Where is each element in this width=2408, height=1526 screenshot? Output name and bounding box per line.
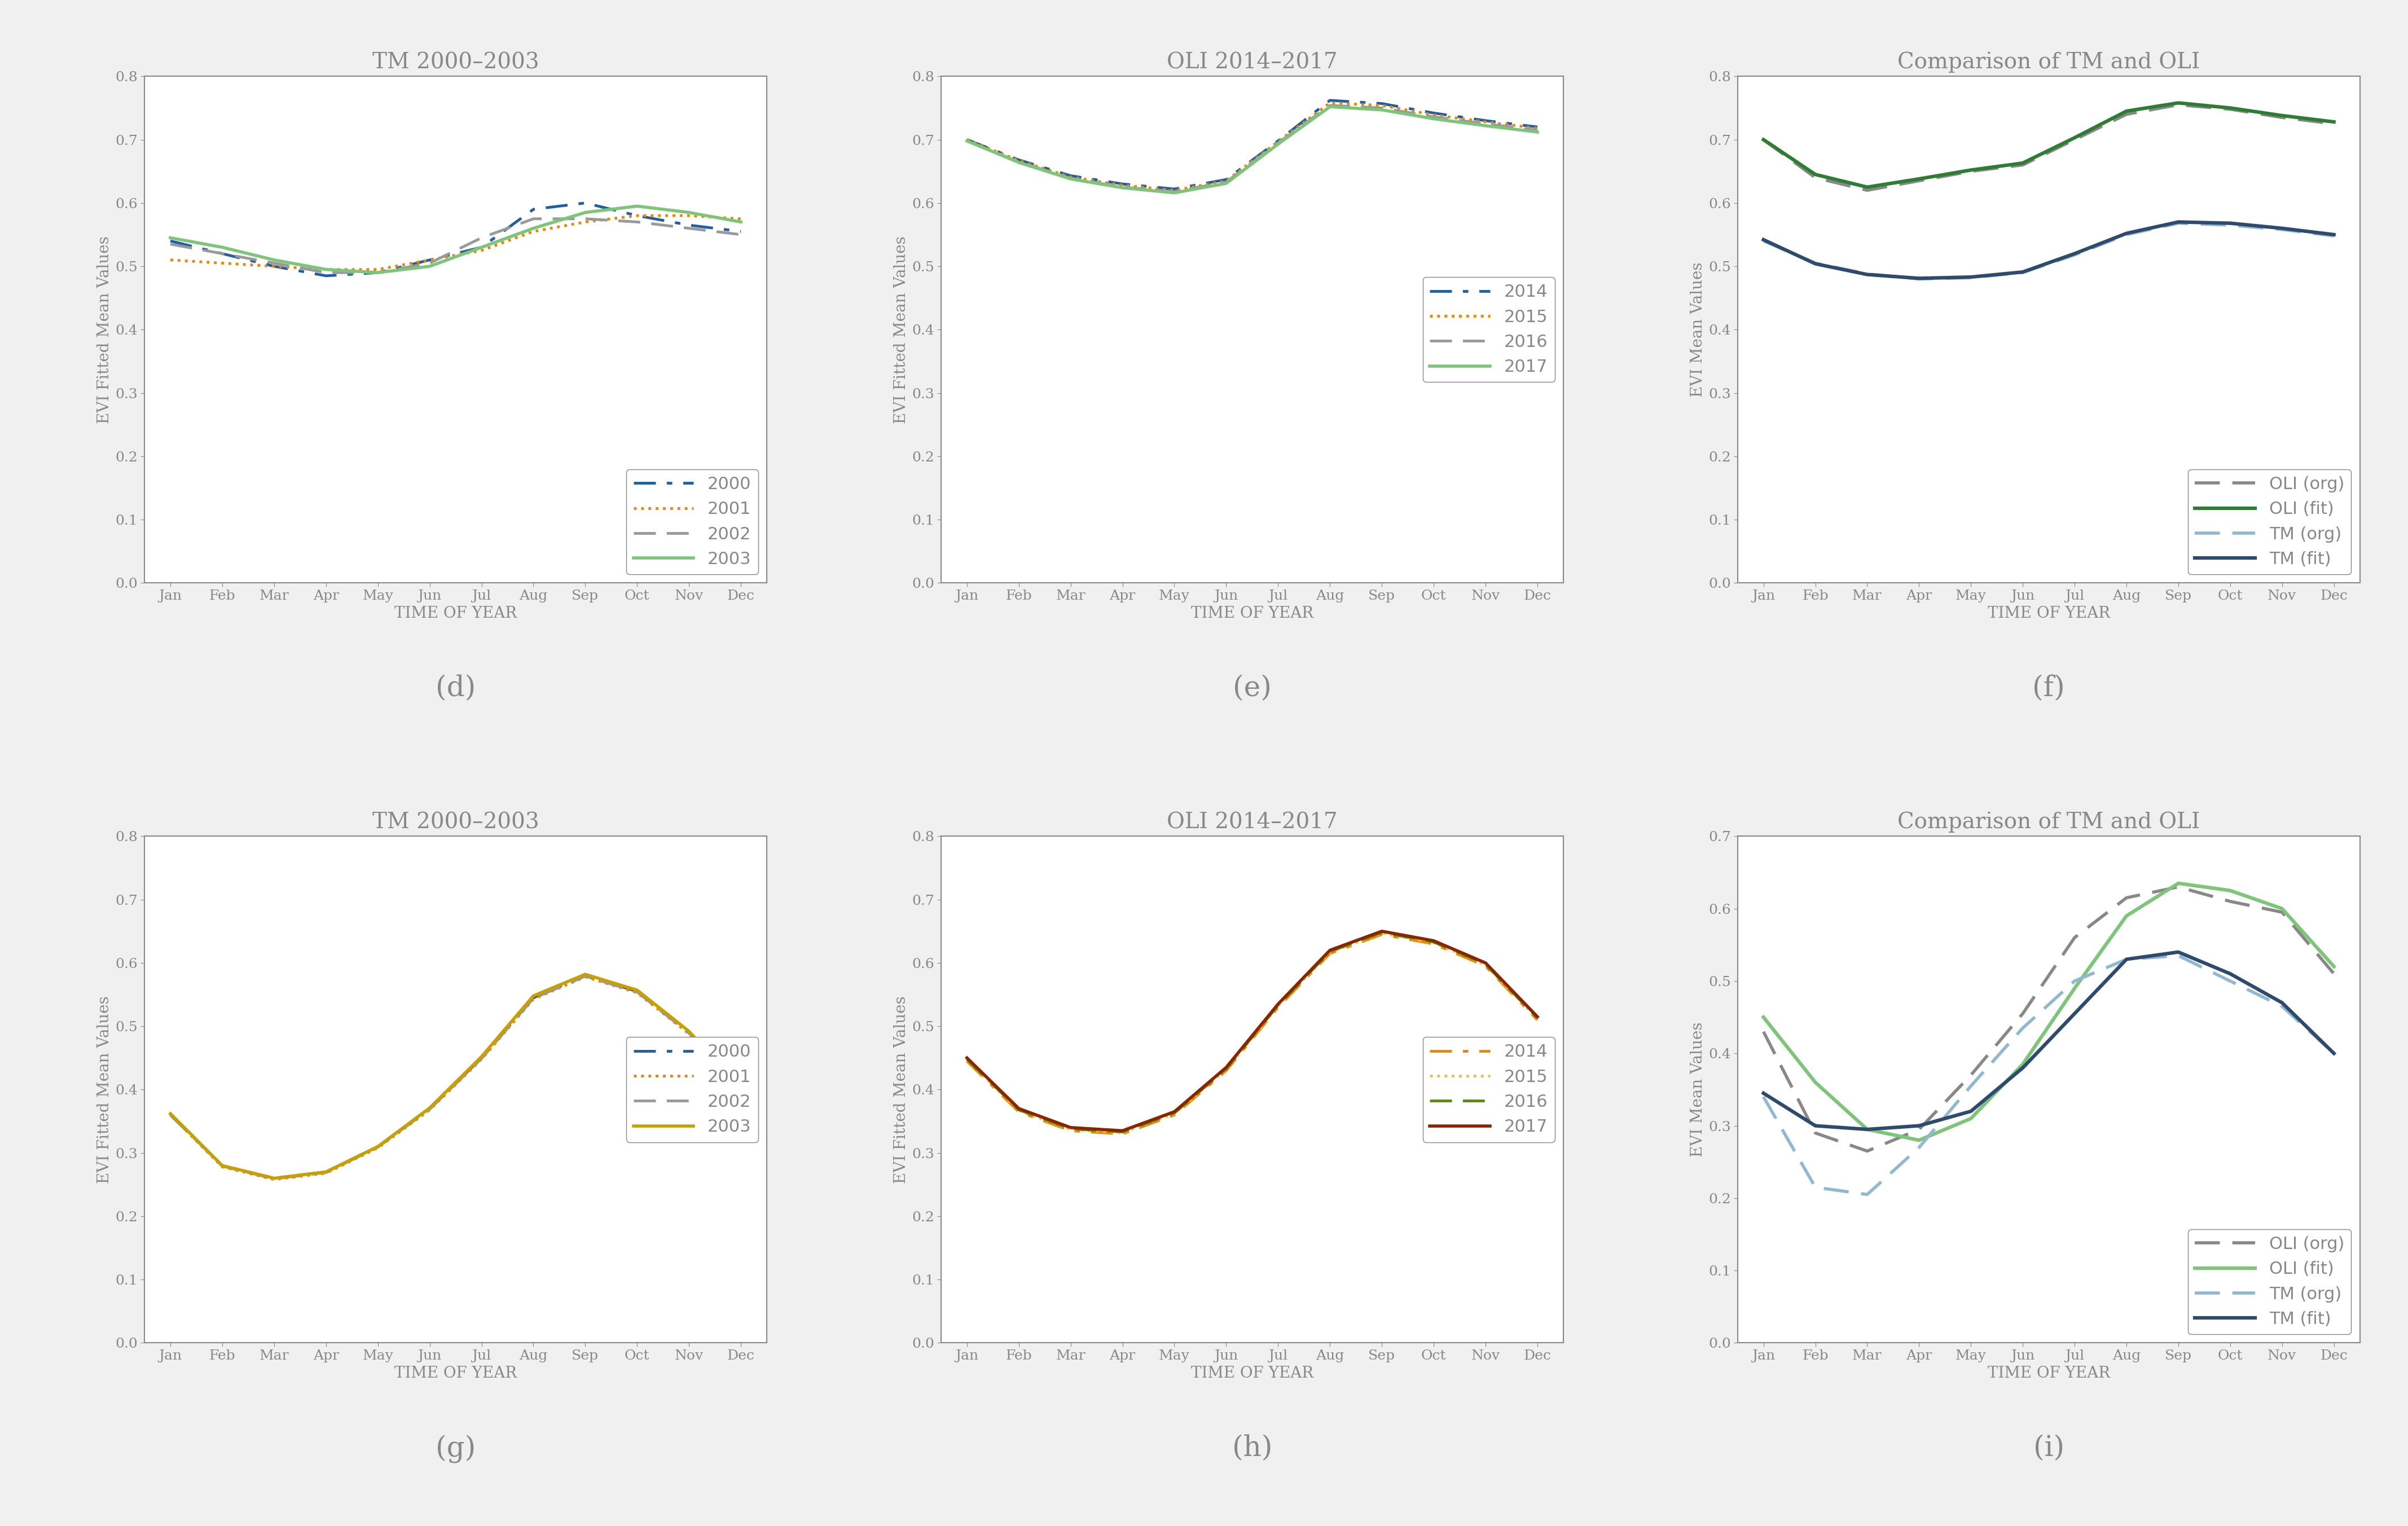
Text: (g): (g): [436, 1434, 477, 1462]
Y-axis label: EVI Mean Values: EVI Mean Values: [1690, 1022, 1705, 1157]
Y-axis label: EVI Mean Values: EVI Mean Values: [1690, 262, 1705, 397]
Legend: OLI (org), OLI (fit), TM (org), TM (fit): OLI (org), OLI (fit), TM (org), TM (fit): [2189, 1228, 2350, 1334]
Y-axis label: EVI Fitted Mean Values: EVI Fitted Mean Values: [96, 995, 113, 1184]
Legend: 2014, 2015, 2016, 2017: 2014, 2015, 2016, 2017: [1423, 278, 1556, 382]
X-axis label: TIME OF YEAR: TIME OF YEAR: [395, 1366, 518, 1381]
Title: TM 2000–2003: TM 2000–2003: [373, 52, 539, 73]
Y-axis label: EVI Fitted Mean Values: EVI Fitted Mean Values: [893, 235, 908, 424]
Title: Comparison of TM and OLI: Comparison of TM and OLI: [1898, 52, 2201, 73]
X-axis label: TIME OF YEAR: TIME OF YEAR: [1192, 1366, 1312, 1381]
Title: Comparison of TM and OLI: Comparison of TM and OLI: [1898, 812, 2201, 833]
Title: OLI 2014–2017: OLI 2014–2017: [1168, 812, 1336, 833]
Title: OLI 2014–2017: OLI 2014–2017: [1168, 52, 1336, 73]
X-axis label: TIME OF YEAR: TIME OF YEAR: [1987, 1366, 2109, 1381]
Y-axis label: EVI Fitted Mean Values: EVI Fitted Mean Values: [96, 235, 113, 424]
Y-axis label: EVI Fitted Mean Values: EVI Fitted Mean Values: [893, 995, 908, 1184]
Legend: OLI (org), OLI (fit), TM (org), TM (fit): OLI (org), OLI (fit), TM (org), TM (fit): [2189, 468, 2350, 574]
Text: (f): (f): [2032, 674, 2066, 702]
X-axis label: TIME OF YEAR: TIME OF YEAR: [395, 606, 518, 621]
Title: TM 2000–2003: TM 2000–2003: [373, 812, 539, 833]
Legend: 2000, 2001, 2002, 2003: 2000, 2001, 2002, 2003: [626, 1038, 759, 1141]
Text: (d): (d): [436, 674, 477, 702]
Legend: 2014, 2015, 2016, 2017: 2014, 2015, 2016, 2017: [1423, 1038, 1556, 1141]
Legend: 2000, 2001, 2002, 2003: 2000, 2001, 2002, 2003: [626, 468, 759, 574]
X-axis label: TIME OF YEAR: TIME OF YEAR: [1192, 606, 1312, 621]
Text: (i): (i): [2032, 1434, 2064, 1462]
Text: (h): (h): [1233, 1434, 1271, 1462]
X-axis label: TIME OF YEAR: TIME OF YEAR: [1987, 606, 2109, 621]
Text: (e): (e): [1233, 674, 1271, 702]
